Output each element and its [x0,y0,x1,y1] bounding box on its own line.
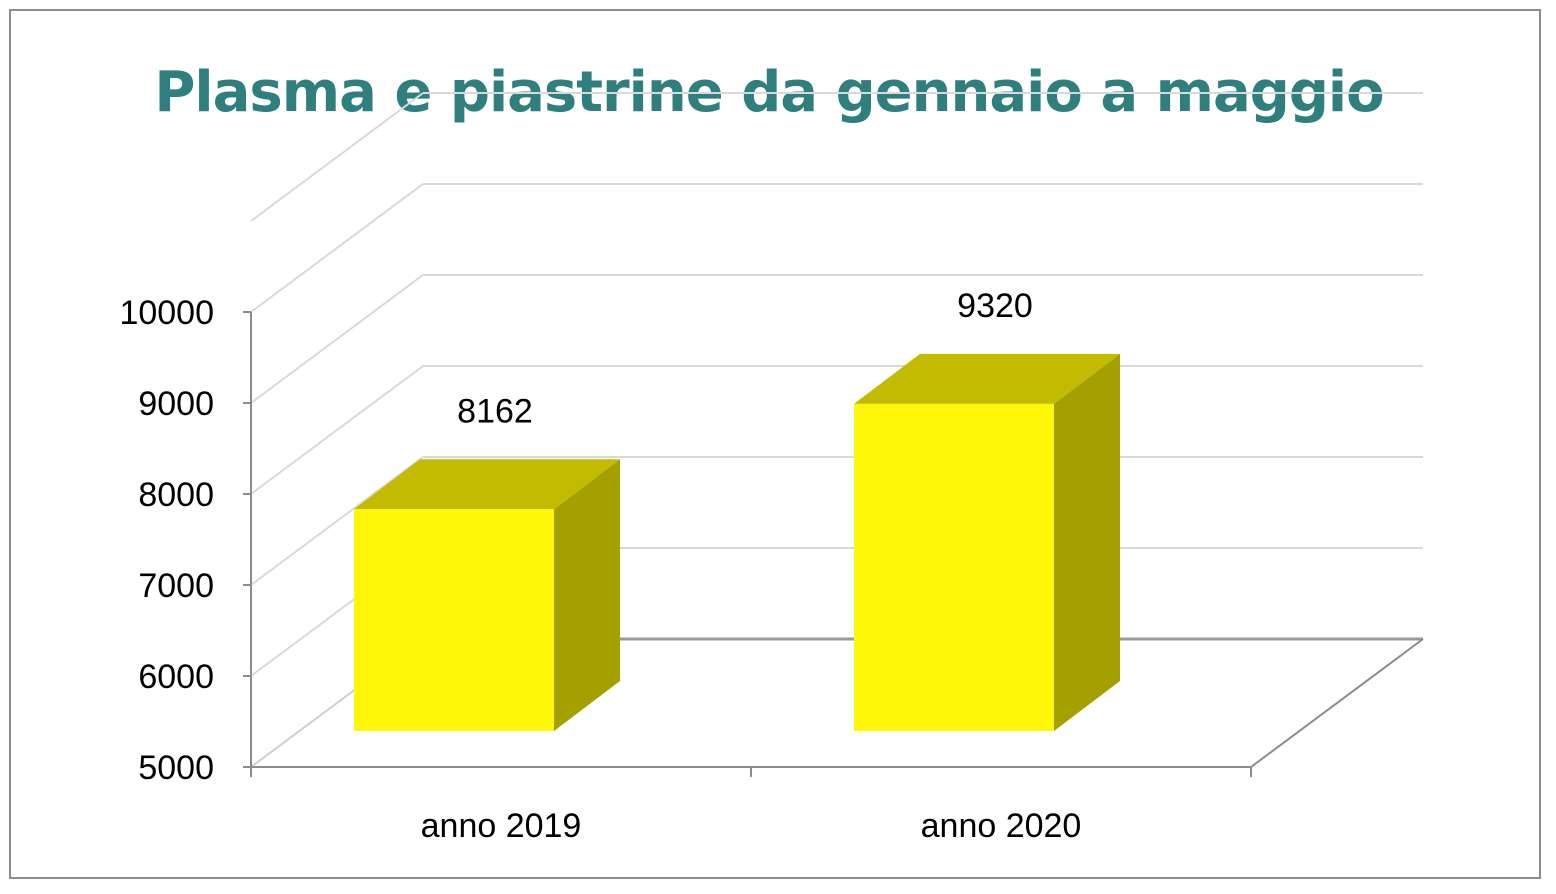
bar-top-face [354,459,620,510]
bar-top-face [854,353,1120,404]
side-gridline [250,274,424,404]
data-label: 9320 [957,287,1033,325]
x-tick-label: anno 2019 [421,807,582,845]
axes [243,311,1424,777]
floor-edge [1250,638,1424,768]
y-tick-label: 6000 [138,658,214,696]
y-tick-label: 9000 [138,385,214,423]
chart-frame [9,9,1541,879]
side-gridline [250,183,424,313]
bar-side-face [1054,353,1120,731]
y-tick-label: 8000 [138,476,214,514]
y-tick-label: 7000 [138,567,214,605]
side-gridline [250,92,424,222]
labels: 5000 6000 7000 8000 9000 10000 8162 anno 2019 93… [119,287,1081,845]
side-gridline [250,365,424,495]
side-gridline [250,456,424,586]
x-tick-label: anno 2020 [921,807,1082,845]
bars [354,353,1120,731]
bar [854,403,1054,731]
data-label: 8162 [457,392,533,430]
bar-side-face [554,459,620,731]
y-tick-label: 10000 [119,294,214,332]
y-tick-label: 5000 [138,749,214,787]
bar [354,509,554,731]
